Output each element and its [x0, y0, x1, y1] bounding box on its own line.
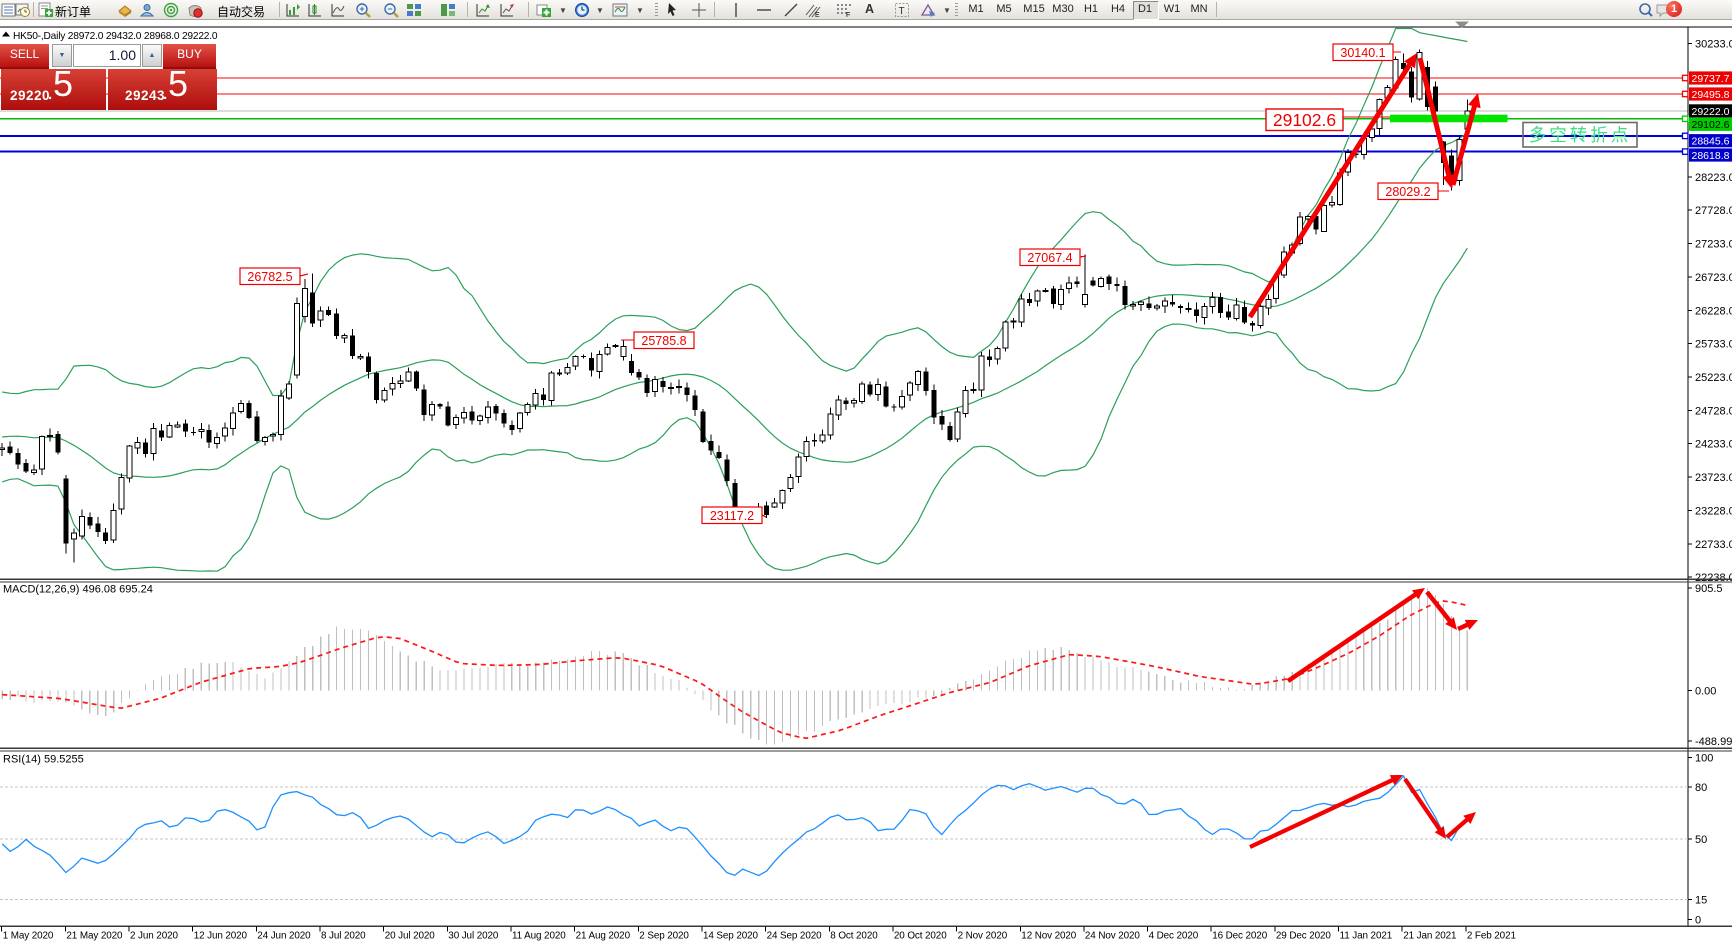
svg-text:27233.0: 27233.0 — [1695, 239, 1732, 251]
svg-text:24 Sep 2020: 24 Sep 2020 — [767, 931, 823, 942]
svg-text:24 Jun 2020: 24 Jun 2020 — [257, 931, 311, 942]
svg-text:1 May 2020: 1 May 2020 — [3, 931, 54, 942]
svg-text:MACD(12,26,9) 496.08 695.24: MACD(12,26,9) 496.08 695.24 — [3, 584, 153, 596]
svg-text:29737.7: 29737.7 — [1692, 73, 1730, 85]
svg-text:28845.6: 28845.6 — [1692, 136, 1730, 148]
svg-text:29495.8: 29495.8 — [1692, 89, 1730, 101]
svg-text:F: F — [846, 12, 850, 18]
svg-text:26228.0: 26228.0 — [1695, 305, 1732, 317]
svg-text:28029.2: 28029.2 — [1385, 185, 1430, 199]
svg-text:22238.0: 22238.0 — [1695, 572, 1732, 584]
svg-text:0: 0 — [1695, 915, 1701, 927]
svg-text:21 Jan 2021: 21 Jan 2021 — [1403, 931, 1457, 942]
svg-text:30233.0: 30233.0 — [1695, 39, 1732, 51]
svg-text:30140.1: 30140.1 — [1340, 46, 1385, 60]
svg-text:29 Dec 2020: 29 Dec 2020 — [1276, 931, 1332, 942]
svg-text:29222.0: 29222.0 — [1692, 106, 1730, 118]
svg-text:11 Jan 2021: 11 Jan 2021 — [1340, 931, 1393, 942]
svg-text:23723.0: 23723.0 — [1695, 472, 1732, 484]
svg-text:RSI(14) 59.5255: RSI(14) 59.5255 — [3, 754, 84, 766]
svg-text:30 Jul 2020: 30 Jul 2020 — [448, 931, 499, 942]
svg-text:27728.0: 27728.0 — [1695, 205, 1732, 217]
svg-text:23117.2: 23117.2 — [710, 509, 754, 523]
svg-text:26723.0: 26723.0 — [1695, 272, 1732, 284]
svg-text:2 Jun 2020: 2 Jun 2020 — [130, 931, 178, 942]
svg-text:27067.4: 27067.4 — [1027, 251, 1072, 265]
svg-text:28223.0: 28223.0 — [1695, 172, 1732, 184]
svg-text:23228.0: 23228.0 — [1695, 505, 1732, 517]
svg-text:11 Aug 2020: 11 Aug 2020 — [512, 931, 566, 942]
svg-text:25223.0: 25223.0 — [1695, 372, 1732, 384]
svg-text:14 Sep 2020: 14 Sep 2020 — [703, 931, 759, 942]
svg-text:24233.0: 24233.0 — [1695, 439, 1732, 451]
svg-text:T: T — [899, 6, 905, 17]
svg-text:8 Oct 2020: 8 Oct 2020 — [830, 931, 878, 942]
svg-text:905.5: 905.5 — [1695, 583, 1723, 595]
svg-text:2 Nov 2020: 2 Nov 2020 — [958, 931, 1008, 942]
svg-text:24728.0: 24728.0 — [1695, 405, 1732, 417]
svg-text:80: 80 — [1695, 782, 1707, 794]
svg-text:22733.0: 22733.0 — [1695, 539, 1732, 551]
svg-text:20 Jul 2020: 20 Jul 2020 — [385, 931, 436, 942]
svg-text:25785.8: 25785.8 — [641, 334, 686, 348]
svg-text:21 Aug 2020: 21 Aug 2020 — [576, 931, 631, 942]
svg-text:4 Dec 2020: 4 Dec 2020 — [1149, 931, 1199, 942]
svg-text:0.00: 0.00 — [1695, 686, 1716, 698]
svg-text:24 Nov 2020: 24 Nov 2020 — [1085, 931, 1141, 942]
svg-text:50: 50 — [1695, 834, 1707, 846]
svg-text:多空转折点: 多空转折点 — [1529, 125, 1632, 145]
svg-text:8 Jul 2020: 8 Jul 2020 — [321, 931, 366, 942]
svg-text:16 Dec 2020: 16 Dec 2020 — [1212, 931, 1268, 942]
svg-text:26782.5: 26782.5 — [247, 270, 292, 284]
svg-text:HK50-,Daily 28972.0 29432.0 2: HK50-,Daily 28972.0 29432.0 28968.0 2922… — [13, 31, 218, 42]
svg-text:12 Nov 2020: 12 Nov 2020 — [1021, 931, 1077, 942]
svg-text:2 Feb 2021: 2 Feb 2021 — [1467, 931, 1517, 942]
svg-text:20 Oct 2020: 20 Oct 2020 — [894, 931, 947, 942]
svg-text:15: 15 — [1695, 895, 1707, 907]
svg-text:E: E — [815, 12, 820, 18]
svg-text:25733.0: 25733.0 — [1695, 339, 1732, 351]
svg-text:29102.6: 29102.6 — [1273, 110, 1336, 130]
svg-text:-488.99: -488.99 — [1695, 736, 1732, 748]
svg-text:100: 100 — [1695, 753, 1713, 765]
svg-text:29102.6: 29102.6 — [1692, 119, 1730, 131]
svg-text:28618.8: 28618.8 — [1692, 150, 1730, 162]
svg-text:2 Sep 2020: 2 Sep 2020 — [639, 931, 689, 942]
svg-text:21 May 2020: 21 May 2020 — [66, 931, 123, 942]
svg-text:12 Jun 2020: 12 Jun 2020 — [194, 931, 248, 942]
